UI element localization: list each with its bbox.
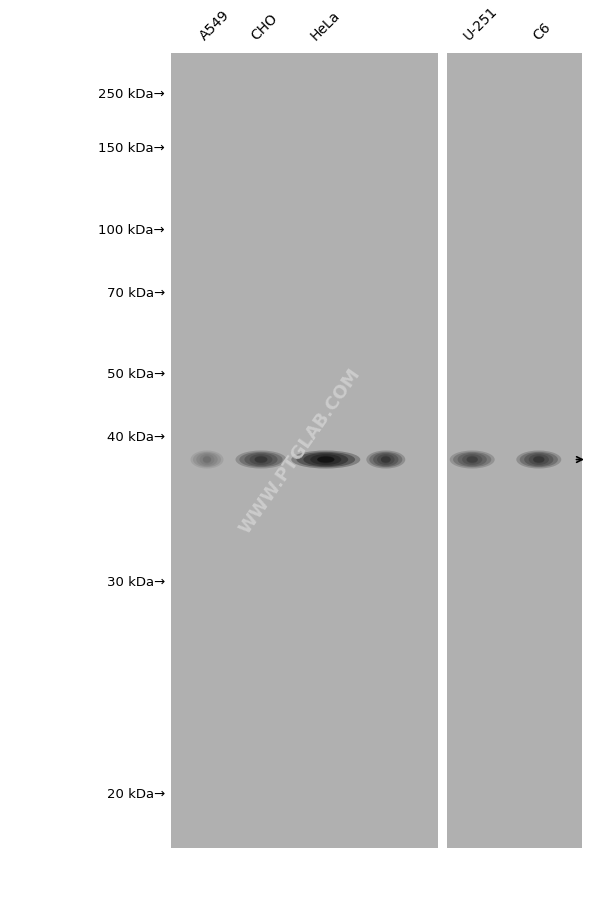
Text: 50 kDa→: 50 kDa→	[107, 368, 165, 381]
Text: A549: A549	[197, 8, 232, 43]
Text: HeLa: HeLa	[308, 8, 343, 43]
Ellipse shape	[190, 451, 223, 469]
Ellipse shape	[520, 453, 558, 467]
Ellipse shape	[373, 454, 398, 466]
Ellipse shape	[369, 453, 403, 467]
Ellipse shape	[244, 454, 278, 466]
Bar	[171, 54, 438, 848]
Ellipse shape	[517, 451, 562, 469]
Ellipse shape	[462, 455, 482, 465]
Text: WWW.PTGLAB.COM: WWW.PTGLAB.COM	[236, 365, 364, 537]
Ellipse shape	[196, 454, 218, 466]
Ellipse shape	[203, 456, 211, 464]
Ellipse shape	[203, 457, 211, 463]
Ellipse shape	[458, 454, 487, 466]
Ellipse shape	[381, 457, 391, 463]
Text: 70 kDa→: 70 kDa→	[107, 287, 165, 299]
Ellipse shape	[381, 456, 391, 464]
Text: 20 kDa→: 20 kDa→	[107, 787, 165, 800]
Ellipse shape	[239, 453, 283, 467]
Ellipse shape	[304, 454, 348, 466]
Text: 40 kDa→: 40 kDa→	[107, 431, 165, 444]
Text: 250 kDa→: 250 kDa→	[98, 88, 165, 101]
Text: 30 kDa→: 30 kDa→	[107, 575, 165, 588]
Ellipse shape	[467, 456, 478, 464]
Ellipse shape	[317, 457, 334, 463]
Ellipse shape	[310, 455, 341, 465]
Ellipse shape	[193, 453, 221, 467]
Text: C6: C6	[530, 20, 553, 43]
Ellipse shape	[317, 456, 334, 464]
Ellipse shape	[450, 451, 495, 469]
Ellipse shape	[533, 456, 544, 464]
Ellipse shape	[377, 455, 395, 465]
Text: U-251: U-251	[461, 5, 500, 43]
Ellipse shape	[250, 455, 272, 465]
Ellipse shape	[453, 453, 491, 467]
Ellipse shape	[292, 451, 360, 469]
Text: CHO: CHO	[248, 12, 280, 43]
Ellipse shape	[524, 454, 553, 466]
Ellipse shape	[235, 451, 287, 469]
Text: 150 kDa→: 150 kDa→	[98, 143, 165, 155]
Ellipse shape	[366, 451, 406, 469]
Ellipse shape	[533, 457, 544, 463]
Ellipse shape	[254, 457, 268, 463]
Ellipse shape	[296, 453, 355, 467]
Ellipse shape	[529, 455, 549, 465]
Text: 100 kDa→: 100 kDa→	[98, 224, 165, 236]
Ellipse shape	[254, 456, 268, 464]
Bar	[447, 54, 582, 848]
Ellipse shape	[467, 457, 478, 463]
Ellipse shape	[200, 455, 214, 465]
